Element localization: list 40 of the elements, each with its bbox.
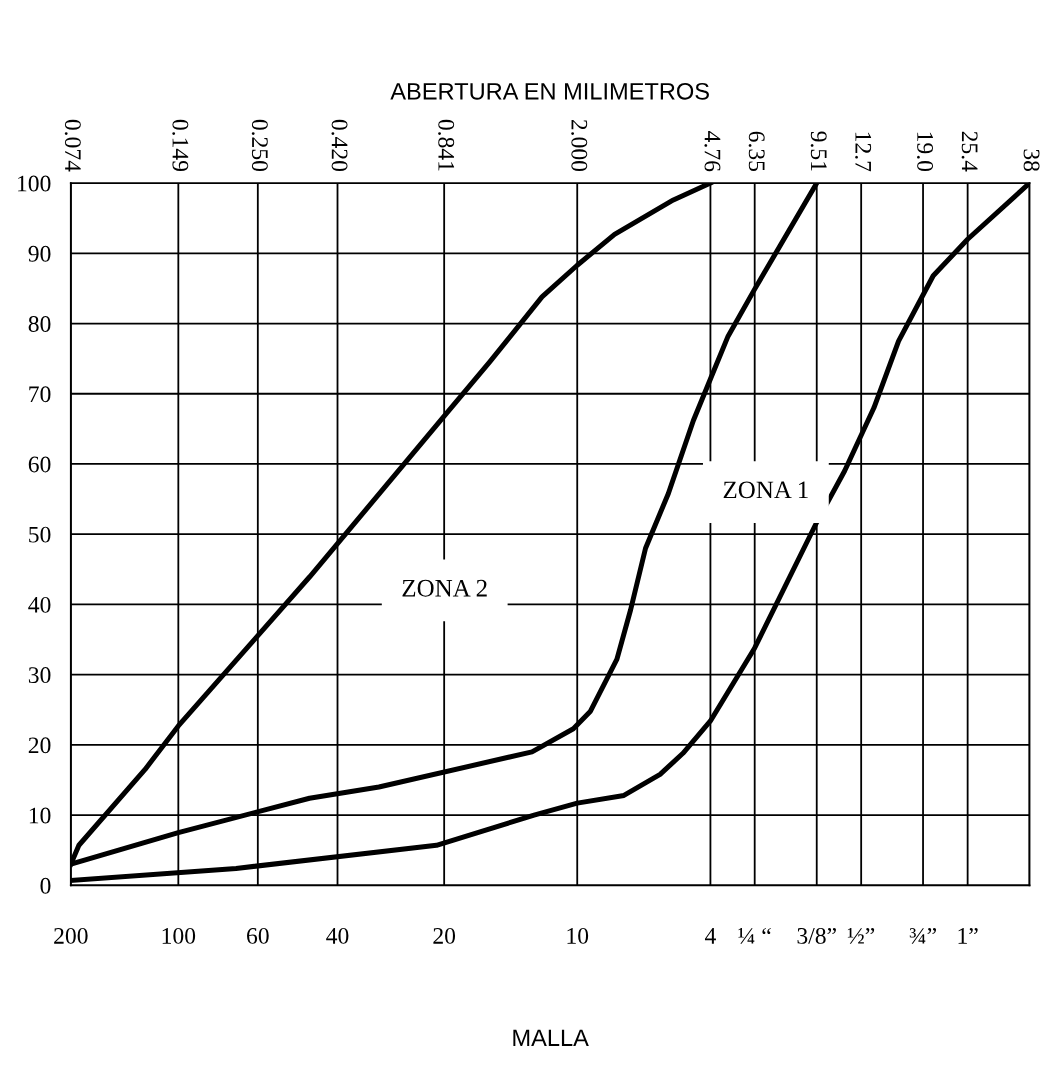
y-tick-label: 90 — [28, 245, 51, 262]
x-tick-label: 4.76 — [704, 131, 721, 172]
text: ¾” — [909, 927, 937, 944]
annotation: ZONA 1 — [723, 481, 808, 499]
x-tick-label: 38 — [1023, 149, 1040, 172]
y-tick-label: 40 — [28, 596, 51, 613]
x-axis-title: ABERTURA EN MILIMETROS — [390, 82, 709, 100]
annotation: ZONA 2 — [402, 579, 487, 597]
text: ¼ “ — [738, 927, 771, 944]
x-tick-label: 2.000 — [571, 119, 588, 172]
y-tick-label: 30 — [28, 667, 51, 684]
text: 3/8” — [797, 927, 836, 944]
x-tick-label: 0.250 — [251, 119, 268, 172]
y-tick-label: 60 — [28, 456, 51, 473]
text: 100 — [162, 927, 196, 944]
x-tick-label: 0.841 — [438, 119, 455, 171]
x-tick-label: 9.51 — [810, 131, 827, 171]
text: 1” — [958, 927, 978, 944]
text: ½” — [847, 927, 875, 944]
x-tick-label: 25.4 — [961, 131, 978, 172]
x-tick-label: 0.149 — [172, 119, 189, 172]
x-tick-label: 19.0 — [917, 132, 934, 172]
text: 10 — [567, 927, 589, 944]
y-tick-label: 50 — [29, 526, 51, 543]
text: 20 — [433, 927, 456, 944]
x-tick-label: 0.074 — [64, 119, 81, 172]
y-tick-label: 20 — [28, 737, 51, 754]
y-tick-label: 80 — [28, 316, 51, 332]
text: 200 — [54, 927, 88, 944]
x-tick-label: 0.420 — [331, 119, 348, 172]
x-tick-label: 6.35 — [748, 131, 765, 172]
y-tick-label: 10 — [29, 807, 51, 824]
text: MALLA — [513, 1029, 589, 1046]
text: 60 — [247, 927, 269, 944]
y-tick-label: 0 — [40, 877, 51, 894]
y-tick-label: 100 — [18, 175, 51, 192]
text: 4 — [704, 928, 716, 944]
y-tick-label: 70 — [29, 386, 51, 403]
text: 40 — [326, 927, 349, 944]
x-tick-label: 12.7 — [855, 132, 872, 172]
